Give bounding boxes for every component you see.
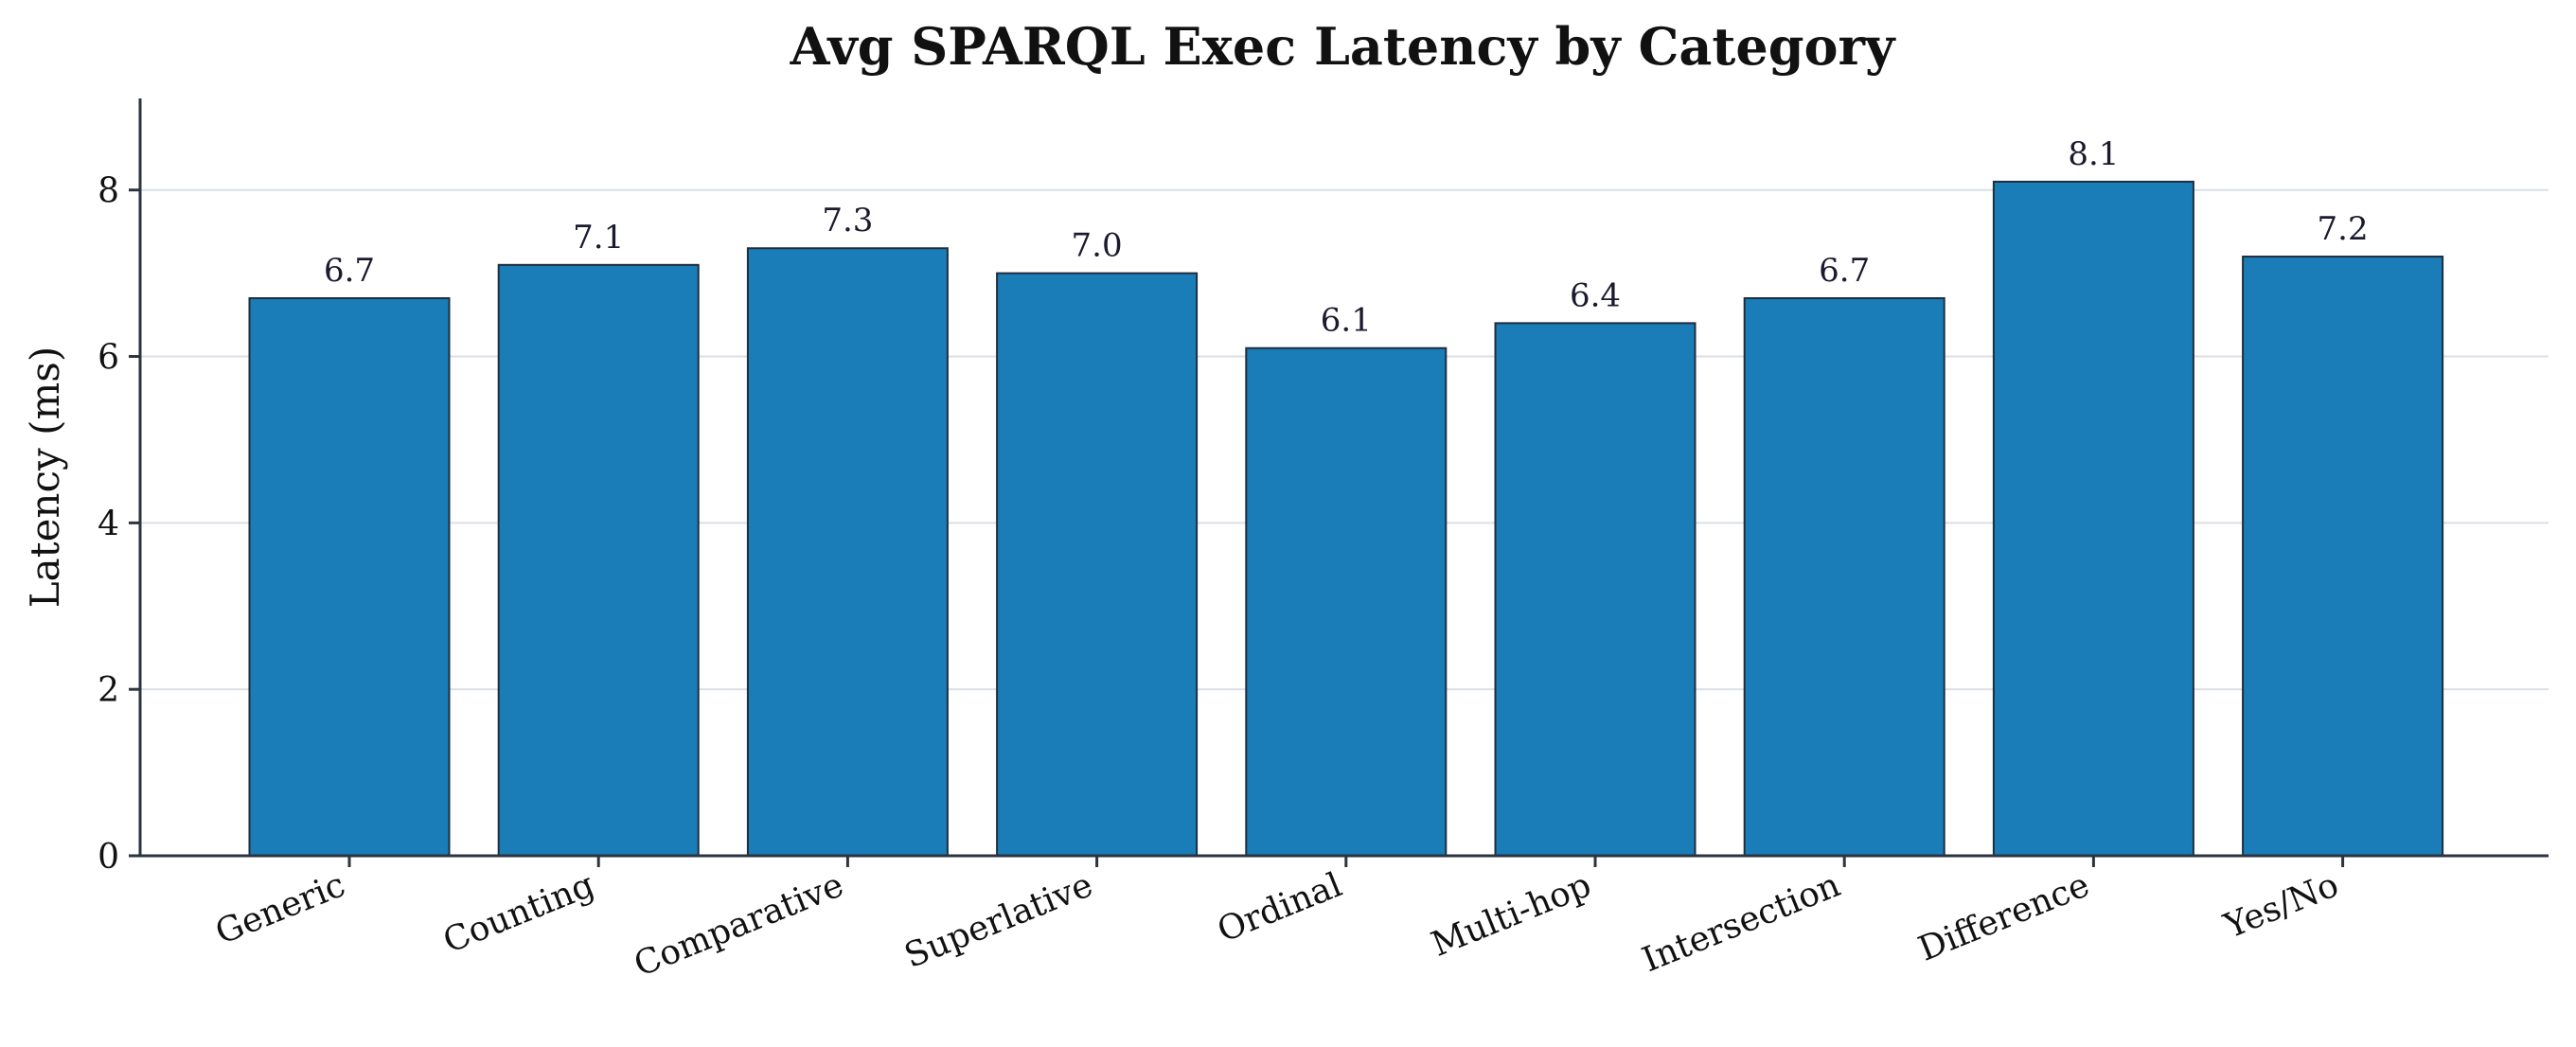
y-tick-label-2: 2 bbox=[98, 671, 119, 710]
x-tick-label-superlative: Superlative bbox=[899, 865, 1098, 976]
data-label-comparative: 7.3 bbox=[822, 202, 873, 240]
bar-difference bbox=[1992, 180, 2194, 857]
y-tick-label-6: 6 bbox=[98, 339, 119, 378]
x-tick-label-difference: Difference bbox=[1913, 865, 2095, 968]
bar-yes-no bbox=[2242, 256, 2444, 857]
bar-multi-hop bbox=[1494, 322, 1697, 858]
bar-comparative bbox=[746, 247, 949, 857]
data-label-generic: 6.7 bbox=[324, 252, 375, 290]
data-label-yes-no: 7.2 bbox=[2318, 210, 2369, 248]
bar-ordinal bbox=[1245, 346, 1448, 857]
bar-superlative bbox=[996, 272, 1199, 858]
bar-counting bbox=[497, 263, 700, 858]
y-ticks: 0 2 4 6 8 bbox=[98, 172, 140, 877]
data-label-multi-hop: 6.4 bbox=[1570, 276, 1621, 314]
data-label-ordinal: 6.1 bbox=[1321, 302, 1372, 340]
axes bbox=[138, 98, 2549, 858]
bar-generic bbox=[248, 296, 451, 857]
data-label-counting: 7.1 bbox=[573, 219, 624, 257]
y-axis-label: Latency (ms) bbox=[22, 346, 68, 608]
data-label-superlative: 7.0 bbox=[1072, 227, 1123, 265]
x-tick-label-comparative: Comparative bbox=[629, 865, 848, 985]
x-tick-label-counting: Counting bbox=[438, 865, 600, 961]
x-tick-label-generic: Generic bbox=[210, 865, 350, 952]
y-tick-label-4: 4 bbox=[98, 505, 119, 543]
bar-intersection bbox=[1743, 296, 1945, 857]
x-ticks: Generic Counting Comparative Superlative Ord… bbox=[210, 856, 2345, 985]
x-tick-label-intersection: Intersection bbox=[1637, 865, 1845, 980]
x-tick-label-multi-hop: Multi-hop bbox=[1426, 865, 1596, 965]
y-tick-label-8: 8 bbox=[98, 172, 119, 211]
x-tick-label-yes-no: Yes/No bbox=[2218, 865, 2344, 946]
chart-title: Avg SPARQL Exec Latency by Category bbox=[790, 16, 1896, 77]
y-tick-label-0: 0 bbox=[98, 838, 119, 877]
bars bbox=[248, 180, 2444, 858]
data-label-difference: 8.1 bbox=[2068, 135, 2119, 173]
x-tick-label-ordinal: Ordinal bbox=[1212, 865, 1347, 950]
data-labels: 6.7 7.1 7.3 7.0 6.1 6.4 6.7 8.1 7.2 bbox=[324, 135, 2369, 340]
data-label-intersection: 6.7 bbox=[1819, 252, 1870, 290]
